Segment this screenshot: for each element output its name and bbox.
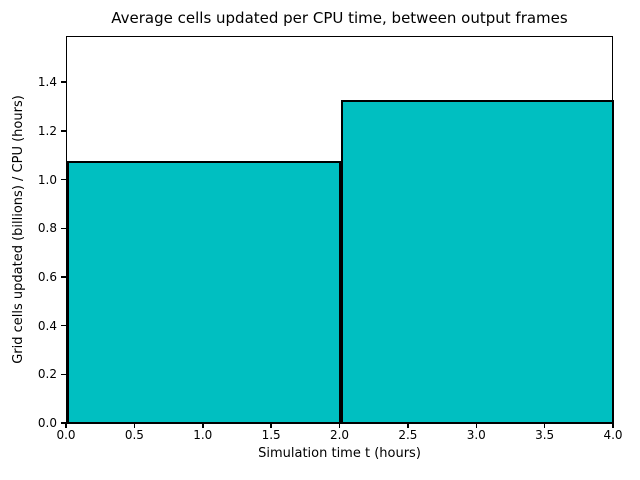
plot-area [66, 36, 614, 424]
x-tick-mark [65, 423, 67, 428]
x-tick-mark [407, 423, 409, 428]
x-tick-label: 3.5 [535, 428, 555, 442]
x-tick-mark [543, 423, 546, 428]
y-tick-label: 0.0 [37, 416, 57, 430]
y-tick-label: 1.2 [37, 123, 57, 138]
x-tick-label: 1.0 [193, 428, 213, 442]
y-tick-label: 1.0 [37, 172, 57, 187]
y-tick-mark [61, 130, 66, 132]
y-tick-mark [61, 81, 66, 83]
y-tick-label: 0.8 [37, 221, 57, 236]
x-tick-mark [270, 423, 272, 428]
y-tick-label: 0.2 [37, 367, 57, 382]
y-tick-mark [61, 373, 66, 376]
histogram-bar [67, 161, 341, 424]
chart-title: Average cells updated per CPU time, betw… [111, 9, 568, 27]
y-tick-mark [61, 324, 66, 327]
histogram-bar [340, 100, 614, 424]
y-tick-mark [61, 227, 66, 230]
y-tick-mark [61, 178, 66, 181]
x-tick-mark [338, 423, 341, 428]
x-tick-label: 2.5 [398, 428, 418, 442]
x-tick-label: 3.0 [466, 428, 486, 442]
x-tick-mark [133, 423, 136, 428]
x-tick-mark [202, 423, 204, 428]
x-tick-mark [612, 423, 614, 428]
x-tick-label: 4.0 [603, 428, 623, 442]
y-tick-mark [61, 422, 66, 424]
y-tick-label: 0.6 [37, 269, 57, 284]
x-tick-mark [475, 423, 477, 428]
x-tick-label: 0.0 [56, 428, 76, 442]
y-tick-mark [61, 276, 66, 278]
y-tick-label: 0.4 [37, 318, 57, 333]
x-tick-label: 1.5 [261, 428, 281, 442]
y-tick-label: 1.4 [37, 75, 57, 90]
x-tick-label: 2.0 [329, 428, 350, 442]
x-tick-label: 0.5 [124, 428, 144, 442]
x-axis-label: Simulation time t (hours) [258, 446, 421, 461]
